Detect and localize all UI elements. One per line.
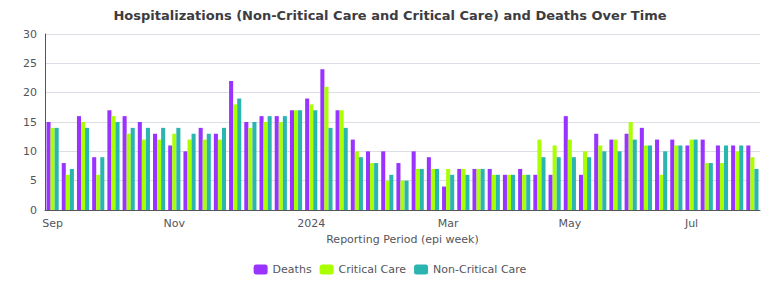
svg-text:0: 0 <box>30 204 37 217</box>
svg-text:Mar: Mar <box>438 217 459 230</box>
svg-text:Jul: Jul <box>684 217 698 230</box>
svg-text:10: 10 <box>23 145 37 158</box>
svg-text:30: 30 <box>23 28 37 41</box>
svg-text:Non-Critical Care: Non-Critical Care <box>433 263 527 276</box>
svg-text:Critical Care: Critical Care <box>339 263 407 276</box>
svg-text:Deaths: Deaths <box>273 263 312 276</box>
svg-text:2024: 2024 <box>297 217 325 230</box>
svg-text:May: May <box>558 217 581 230</box>
svg-text:Nov: Nov <box>164 217 186 230</box>
svg-text:20: 20 <box>23 86 37 99</box>
svg-text:15: 15 <box>23 116 37 129</box>
svg-text:Sep: Sep <box>42 217 63 230</box>
svg-text:5: 5 <box>30 174 37 187</box>
svg-text:25: 25 <box>23 57 37 70</box>
svg-text:Hospitalizations (Non-Critical: Hospitalizations (Non-Critical Care and … <box>113 8 666 23</box>
svg-text:Reporting Period (epi week): Reporting Period (epi week) <box>326 233 479 246</box>
